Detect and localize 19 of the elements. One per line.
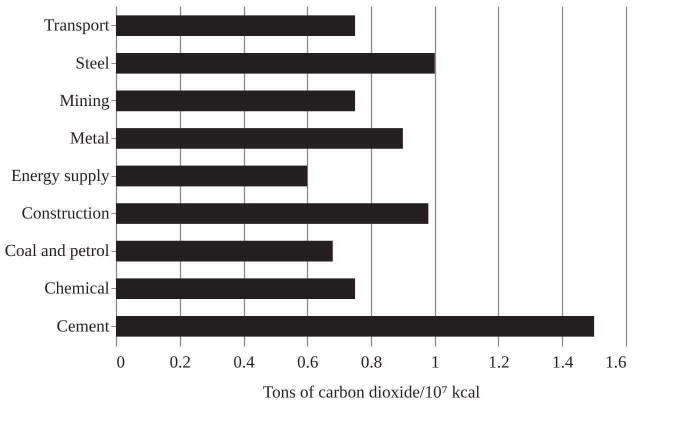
y-tick-label: Steel [76, 53, 110, 72]
y-tick-label: Energy supply [11, 166, 110, 185]
x-tick-label: 0.2 [170, 352, 191, 372]
x-tick-label: 0.4 [233, 352, 256, 372]
x-axis-title: Tons of carbon dioxide/10⁷ kcal [262, 382, 480, 402]
y-tick-label: Metal [70, 128, 110, 148]
y-tick-label: Coal and petrol [4, 241, 110, 260]
x-tick-label: 0 [116, 352, 125, 372]
y-tick-label: Mining [59, 90, 110, 110]
x-tick-label: 0.6 [297, 352, 318, 372]
y-tick-label: Transport [44, 16, 110, 35]
y-tick-label: Chemical [44, 278, 110, 298]
y-tick-label: Cement [56, 316, 110, 336]
x-tick-label: 0.8 [360, 352, 382, 372]
y-tick-label: Construction [22, 204, 110, 223]
x-tick-label: 1.2 [488, 352, 510, 372]
x-tick-label: 1.4 [552, 352, 574, 372]
x-tick-label: 1 [431, 352, 440, 372]
x-tick-label: 1.6 [605, 352, 626, 372]
